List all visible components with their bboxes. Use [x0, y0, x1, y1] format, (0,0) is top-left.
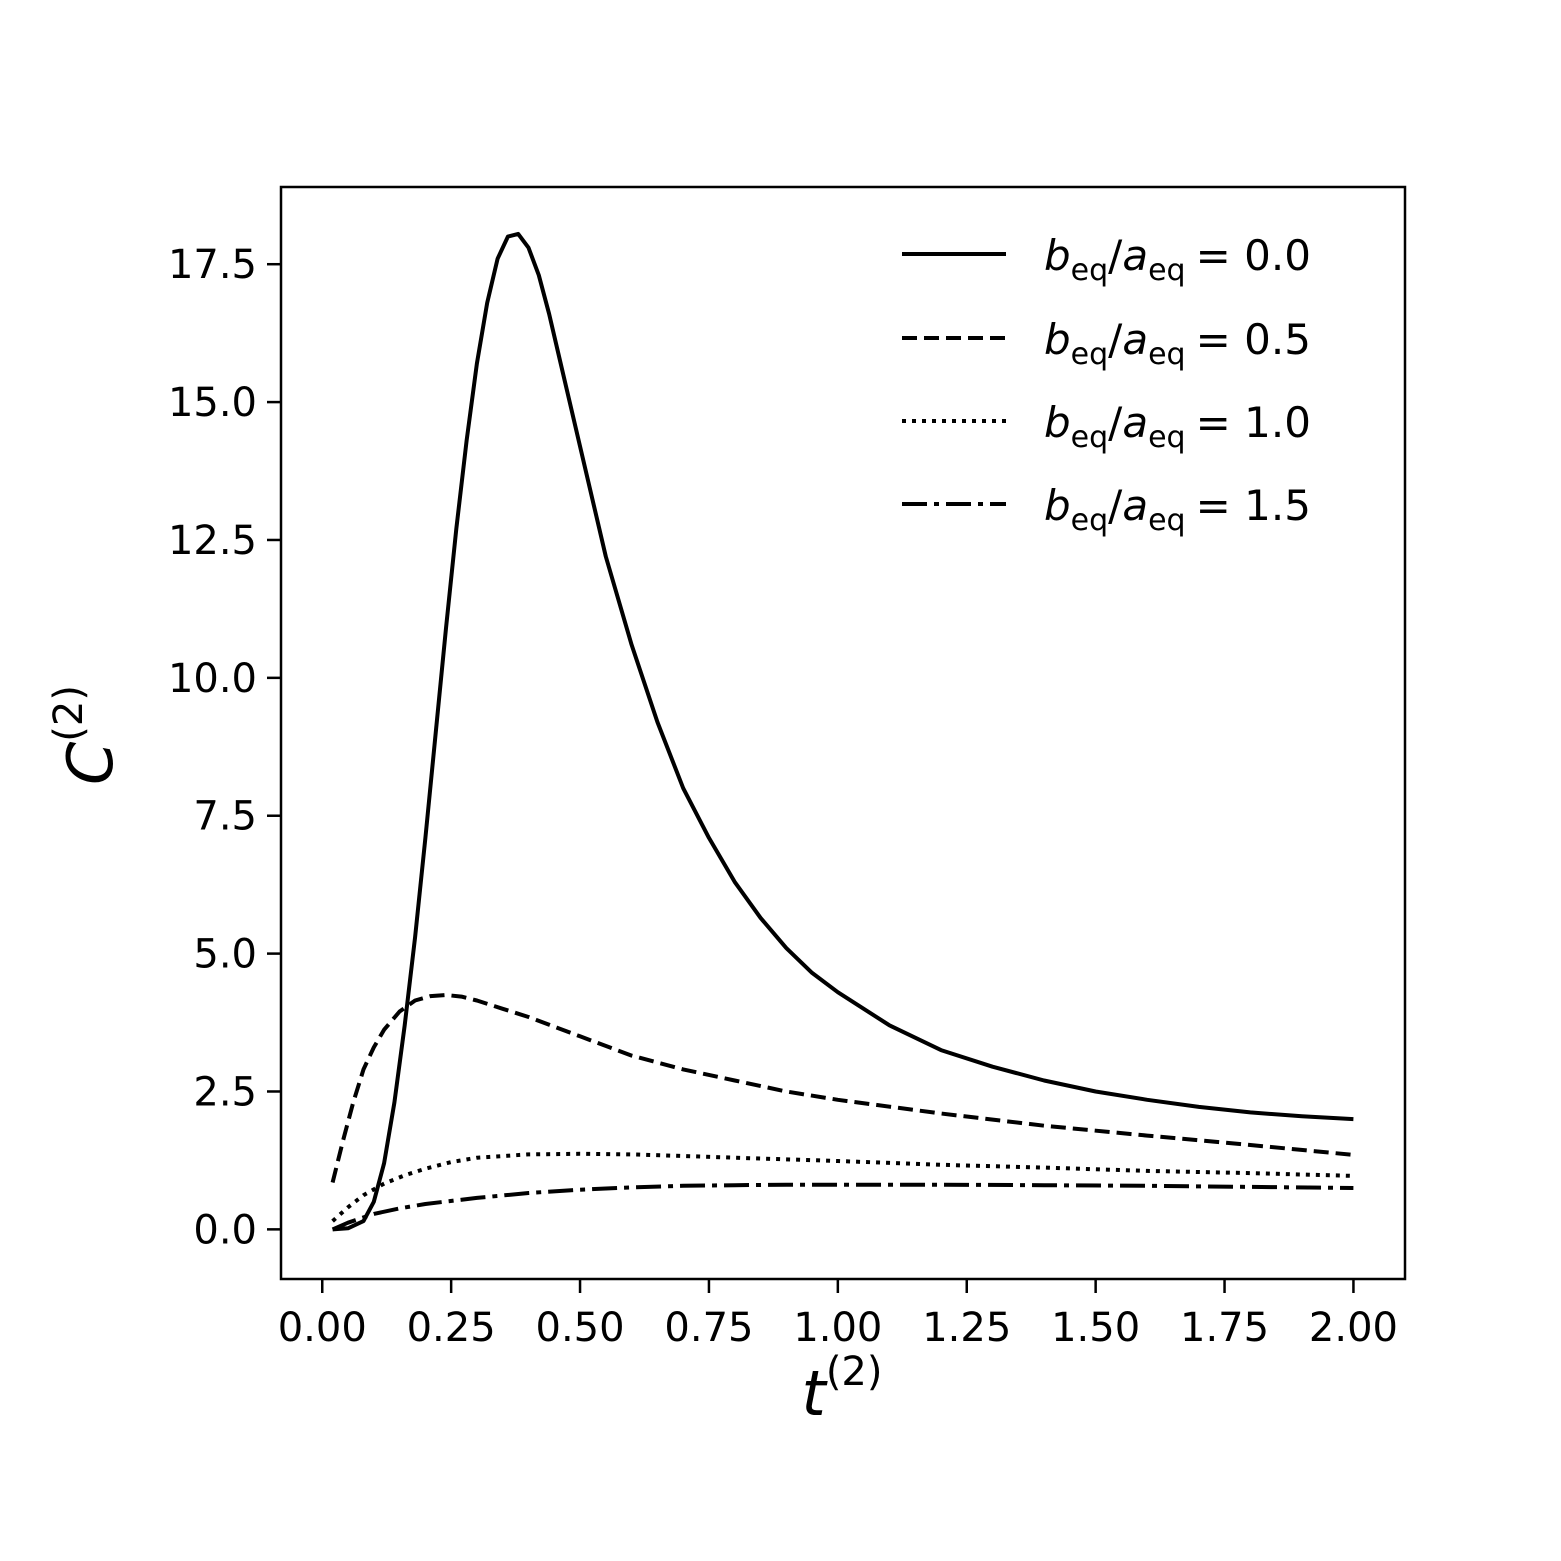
y-axis-label: C(2): [46, 685, 127, 785]
legend: beq/aeq = 0.0 beq/aeq = 0.5 beq/aeq = 1.0 b…: [902, 231, 1311, 538]
y-axis-ticks: 0.0 2.5 5.0 7.5 10.0 12.5 15.0 17.5: [168, 242, 281, 1253]
y-tick-label: 10.0: [168, 656, 257, 702]
legend-entry: beq/aeq = 1.0: [902, 398, 1311, 455]
x-tick-label: 0.50: [536, 1305, 625, 1351]
series-line-solid: [332, 231, 1354, 1232]
series-line-dashdot: [331, 1182, 1354, 1232]
y-tick-label: 0.0: [193, 1207, 257, 1253]
series-line-dotted: [331, 1151, 1354, 1223]
x-axis-label: t(2): [802, 1349, 883, 1430]
x-tick-label: 0.00: [278, 1305, 367, 1351]
x-tick-label: 1.75: [1180, 1305, 1269, 1351]
x-tick-label: 0.25: [407, 1305, 496, 1351]
svg-text:beq/aeq= 0.0: beq/aeq = 0.0: [1044, 231, 1311, 288]
x-axis-ticks: 0.00 0.25 0.50 0.75 1.00 1.25 1.50 1.75 2.00: [278, 1279, 1398, 1351]
x-tick-label: 1.25: [922, 1305, 1011, 1351]
x-axis-label-base: t: [802, 1357, 829, 1430]
y-tick-label: 7.5: [193, 794, 257, 840]
x-tick-label: 2.00: [1309, 1305, 1398, 1351]
svg-text:beq/aeq= 1.0: beq/aeq = 1.0: [1044, 398, 1311, 455]
y-tick-label: 5.0: [193, 932, 257, 978]
y-axis-label-superscript: (2): [46, 685, 92, 742]
series-line-dashed: [330, 993, 1354, 1183]
y-tick-label: 12.5: [168, 518, 257, 564]
y-tick-label: 17.5: [168, 242, 257, 288]
x-tick-label: 1.50: [1051, 1305, 1140, 1351]
y-tick-label: 2.5: [193, 1069, 257, 1115]
svg-text:beq/aeq= 0.5: beq/aeq = 0.5: [1044, 315, 1311, 372]
legend-entry: beq/aeq = 0.0: [902, 231, 1311, 288]
legend-entry: beq/aeq = 0.5: [902, 315, 1311, 372]
x-tick-label: 1.00: [793, 1305, 882, 1351]
plot-frame: [279, 185, 1407, 1281]
y-axis-label-base: C: [54, 741, 127, 785]
x-tick-label: 0.75: [664, 1305, 753, 1351]
legend-entry: beq/aeq = 1.5: [902, 481, 1311, 538]
plot-lines: [330, 231, 1354, 1232]
y-tick-label: 15.0: [168, 380, 257, 426]
svg-text:beq/aeq= 1.5: beq/aeq = 1.5: [1044, 481, 1311, 538]
x-axis-label-superscript: (2): [826, 1349, 883, 1395]
